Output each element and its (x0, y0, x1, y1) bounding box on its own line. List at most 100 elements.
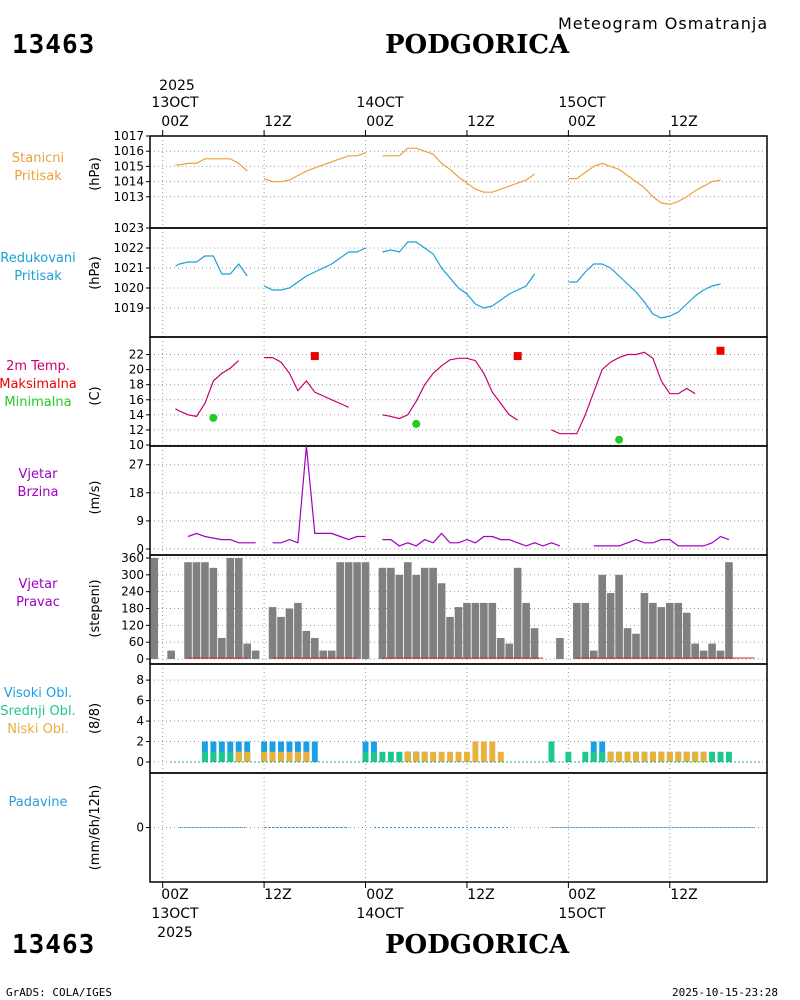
direction-bar (657, 607, 666, 659)
direction-bar (218, 637, 226, 659)
y-tick-label: 22 (129, 348, 144, 362)
direction-bar (505, 643, 514, 659)
wind-speed-line (382, 532, 561, 547)
y-tick-label: 60 (129, 635, 144, 649)
direction-bar (471, 602, 480, 659)
cloud-bar (607, 751, 614, 762)
cloud-bar (404, 751, 411, 762)
direction-bar (480, 602, 488, 659)
panel-title-line: Pritisak (14, 169, 62, 184)
y-tick-label: 1013 (113, 190, 144, 204)
panel-title-line: Maksimalna (0, 377, 77, 392)
cloud-bar (649, 751, 656, 762)
direction-bar (294, 602, 302, 659)
cloud-bar (497, 751, 504, 762)
direction-bar (522, 602, 530, 659)
direction-bar (302, 630, 311, 659)
cloud-bar (700, 751, 707, 762)
direction-bar (420, 567, 429, 659)
y-axis-label: (hPa) (88, 256, 103, 290)
direction-bar (725, 562, 733, 659)
y-tick-label: 1023 (113, 221, 144, 235)
y-tick-label: 16 (129, 393, 144, 407)
y-tick-label: 6 (136, 694, 144, 708)
tmax-marker (310, 352, 319, 361)
footer-station-name: PODGORICA (385, 930, 570, 960)
bottom-tick-hour: 12Z (264, 887, 292, 903)
cloud-bar (244, 751, 251, 762)
direction-bar (361, 562, 370, 659)
bottom-tick-hour: 12Z (467, 887, 495, 903)
reduced-pressure-line (382, 241, 536, 309)
panel-title-line: Minimalna (4, 395, 71, 410)
panel-title-line: Srednji Obl. (0, 704, 75, 719)
direction-bar (387, 567, 395, 659)
bottom-tick-day: 13OCT (151, 906, 199, 922)
tmax-marker (716, 346, 725, 355)
y-tick-label: 8 (136, 673, 144, 687)
direction-bar (589, 650, 598, 659)
panel-title-line: Pravac (16, 595, 60, 610)
temperature-line (175, 360, 240, 418)
wind-speed-line (593, 535, 730, 547)
y-tick-label: 1020 (113, 281, 144, 295)
y-tick-label: 0 (136, 652, 144, 666)
y-tick-label: 20 (129, 363, 144, 377)
direction-bar (285, 608, 294, 659)
direction-bar (268, 607, 277, 659)
direction-bar (556, 637, 564, 659)
panel-title-line: Niski Obl. (7, 722, 69, 737)
top-tick-hour: 00Z (366, 114, 394, 130)
y-tick-label: 1019 (113, 301, 144, 315)
direction-bar (319, 650, 328, 659)
y-tick-label: 120 (121, 618, 144, 632)
y-axis-label: (hPa) (88, 157, 103, 191)
direction-bar (234, 558, 243, 659)
tmin-marker (209, 413, 218, 422)
cloud-bar (294, 751, 301, 762)
cloud-bar (666, 751, 673, 762)
direction-bar (649, 602, 657, 659)
temperature-line (382, 357, 519, 421)
direction-bar (412, 574, 421, 659)
y-tick-label: 18 (129, 486, 144, 500)
y-tick-label: 0 (136, 542, 144, 556)
direction-bar (437, 583, 446, 659)
top-tick-day: 14OCT (356, 95, 404, 111)
panel-title-line: Padavine (9, 795, 68, 810)
bottom-tick-hour: 00Z (161, 887, 189, 903)
bottom-tick-hour: 12Z (670, 887, 698, 903)
direction-bar (336, 562, 344, 659)
reduced-pressure-line (175, 255, 248, 277)
direction-bar (184, 562, 192, 659)
direction-bar (581, 602, 590, 659)
cloud-bar (489, 741, 496, 762)
direction-bar (192, 562, 201, 659)
cloud-bar (235, 751, 242, 762)
cloud-bar (311, 741, 318, 762)
cloud-bar (599, 751, 606, 762)
direction-bar (167, 650, 175, 659)
y-tick-label: 4 (136, 714, 144, 728)
top-tick-day: 13OCT (151, 95, 199, 111)
direction-bar (615, 574, 623, 659)
direction-bar (150, 558, 159, 659)
cloud-bar (261, 751, 268, 762)
direction-bar (277, 616, 285, 659)
direction-bar (201, 562, 209, 659)
cloud-bar (633, 751, 639, 762)
direction-bar (665, 602, 674, 659)
tmin-marker (412, 419, 421, 428)
direction-bar (682, 612, 691, 659)
top-year-label: 2025 (159, 78, 195, 94)
cloud-bar (396, 751, 403, 762)
station-pressure-line (568, 162, 721, 206)
direction-bar (353, 562, 361, 659)
bottom-tick-hour: 00Z (366, 887, 394, 903)
y-tick-label: 300 (121, 568, 144, 582)
station-pressure-line (382, 147, 535, 193)
cloud-bar (387, 751, 394, 762)
wind-speed-line (272, 445, 366, 544)
footer-timestamp: 2025-10-15-23:28 (672, 986, 778, 999)
